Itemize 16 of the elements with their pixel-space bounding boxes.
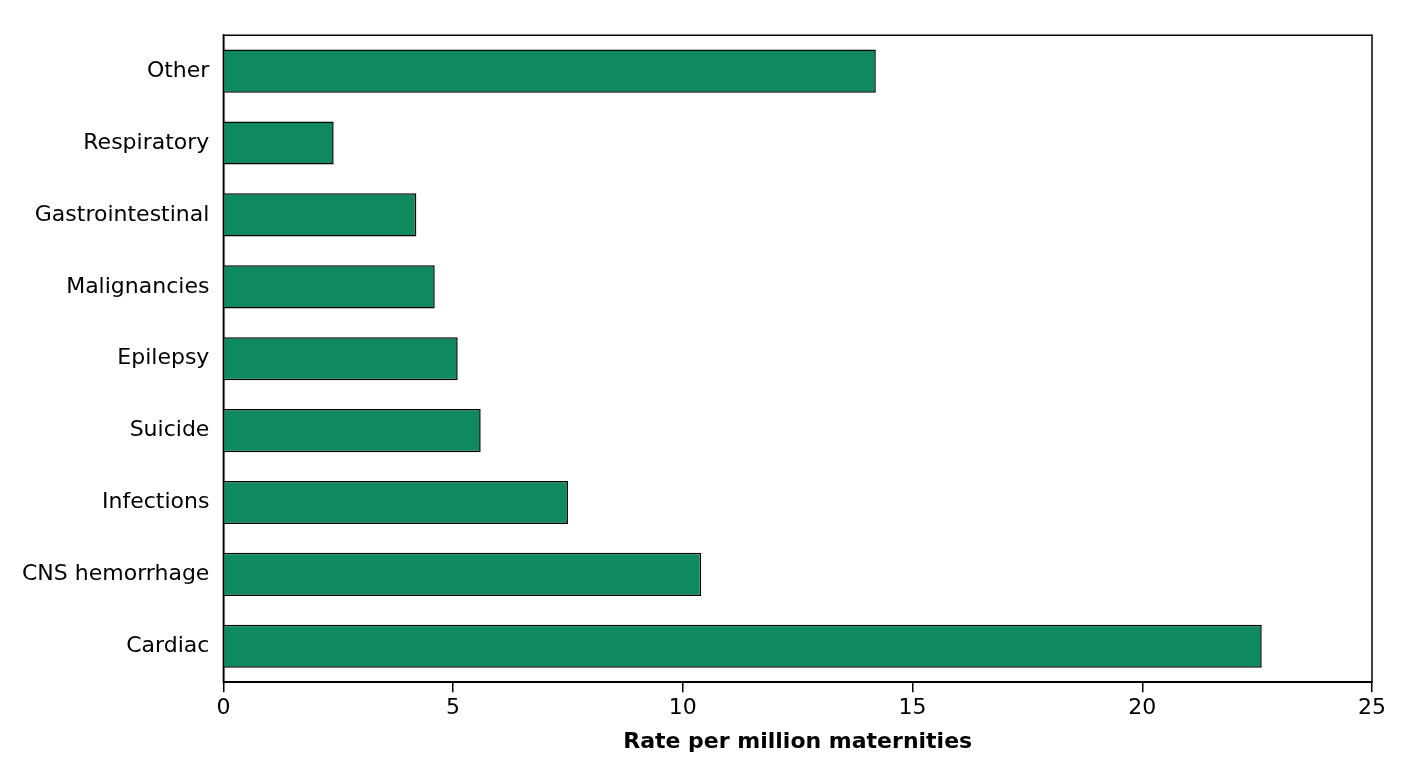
y-tick-label: Other: [146, 56, 211, 82]
x-tick-label: 25: [1358, 694, 1386, 720]
y-tick-label: Respiratory: [83, 128, 210, 154]
x-tick-label: 5: [446, 694, 461, 720]
x-tick-label: 10: [668, 694, 697, 720]
x-axis-title: Rate per million maternities: [623, 727, 973, 753]
y-tick-label: Suicide: [129, 416, 210, 442]
x-tick-label: 15: [898, 694, 927, 720]
y-tick-label: Malignancies: [66, 272, 210, 298]
x-tick-label: 0: [216, 694, 231, 720]
y-tick-label: Gastrointestinal: [34, 200, 210, 226]
y-tick-label: Epilepsy: [117, 344, 210, 370]
y-tick-label: CNS hemorrhage: [22, 560, 210, 586]
x-tick-label: 20: [1128, 694, 1157, 720]
y-tick-label: Infections: [101, 488, 210, 514]
y-tick-label: Cardiac: [126, 631, 210, 657]
